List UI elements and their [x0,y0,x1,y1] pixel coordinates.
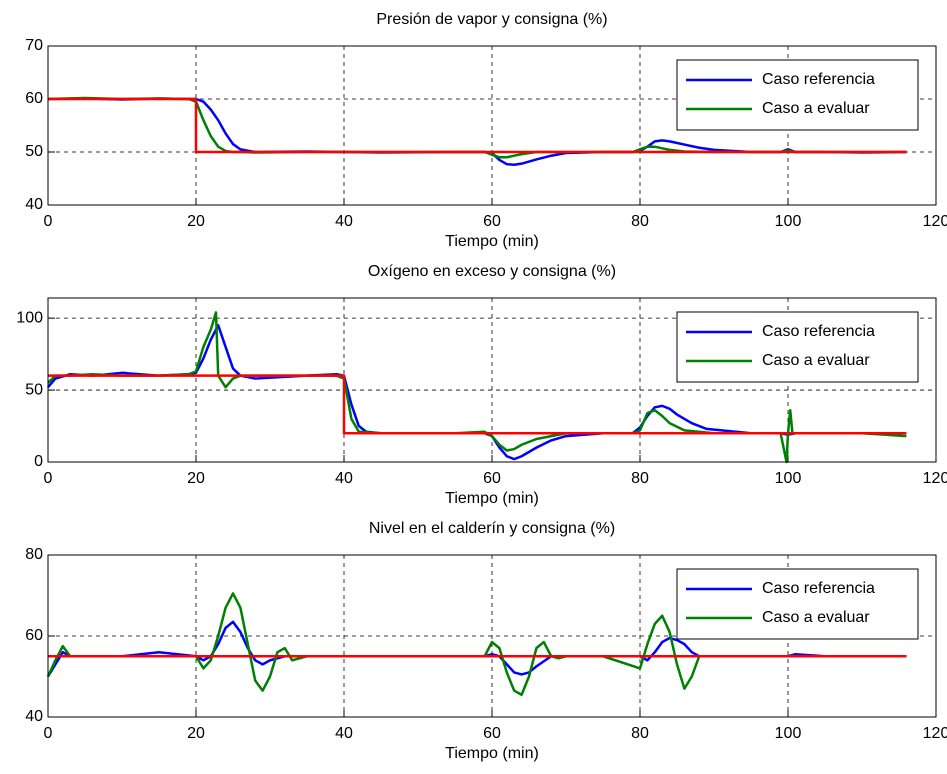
x-axis-label: Tiempo (min) [445,490,539,507]
x-tick-label: 40 [335,725,353,742]
y-tick-label: 0 [34,453,43,470]
legend-box [676,59,919,131]
x-tick-label: 20 [187,725,205,742]
axes-frame [47,45,937,206]
x-tick-label: 120 [923,470,947,487]
legend-box [676,311,919,383]
y-tick-label: 100 [16,309,43,326]
legend-box [676,568,919,640]
x-tick-label: 60 [483,470,501,487]
axes-frame [47,554,937,718]
y-tick-label: 40 [25,196,43,213]
y-tick-label: 80 [25,546,43,563]
legend-label: Caso a evaluar [762,352,870,369]
legend-label: Caso a evaluar [762,100,870,117]
series-line [48,374,907,435]
y-tick-label: 60 [25,90,43,107]
x-tick-label: 100 [775,470,802,487]
x-tick-label: 20 [187,213,205,230]
legend-label: Caso referencia [762,71,875,88]
x-tick-label: 0 [44,470,53,487]
x-tick-label: 80 [631,213,649,230]
series-line [48,97,907,154]
x-tick-label: 60 [483,213,501,230]
x-tick-label: 80 [631,470,649,487]
series-line [46,592,907,696]
x-axis-label: Tiempo (min) [445,233,539,250]
x-tick-label: 80 [631,725,649,742]
y-tick-label: 40 [25,708,43,725]
y-tick-label: 50 [25,381,43,398]
chart-title: Presión de vapor y consigna (%) [376,11,607,28]
chart-title: Nivel en el calderín y consigna (%) [369,520,615,537]
x-tick-label: 100 [775,725,802,742]
x-tick-label: 40 [335,470,353,487]
chart-title: Oxígeno en exceso y consigna (%) [368,263,616,280]
y-tick-label: 70 [25,37,43,54]
series-line [47,97,907,166]
x-tick-label: 0 [44,725,53,742]
x-tick-label: 20 [187,470,205,487]
x-tick-label: 120 [923,725,947,742]
x-tick-label: 40 [335,213,353,230]
y-tick-label: 50 [25,143,43,160]
x-tick-label: 60 [483,725,501,742]
axes-frame [47,297,937,463]
x-tick-label: 0 [44,213,53,230]
legend-label: Caso referencia [762,580,875,597]
legend-label: Caso referencia [762,323,875,340]
legend-label: Caso a evaluar [762,609,870,626]
x-axis-label: Tiempo (min) [445,745,539,762]
y-tick-label: 60 [25,627,43,644]
x-tick-label: 100 [775,213,802,230]
x-tick-label: 120 [923,213,947,230]
